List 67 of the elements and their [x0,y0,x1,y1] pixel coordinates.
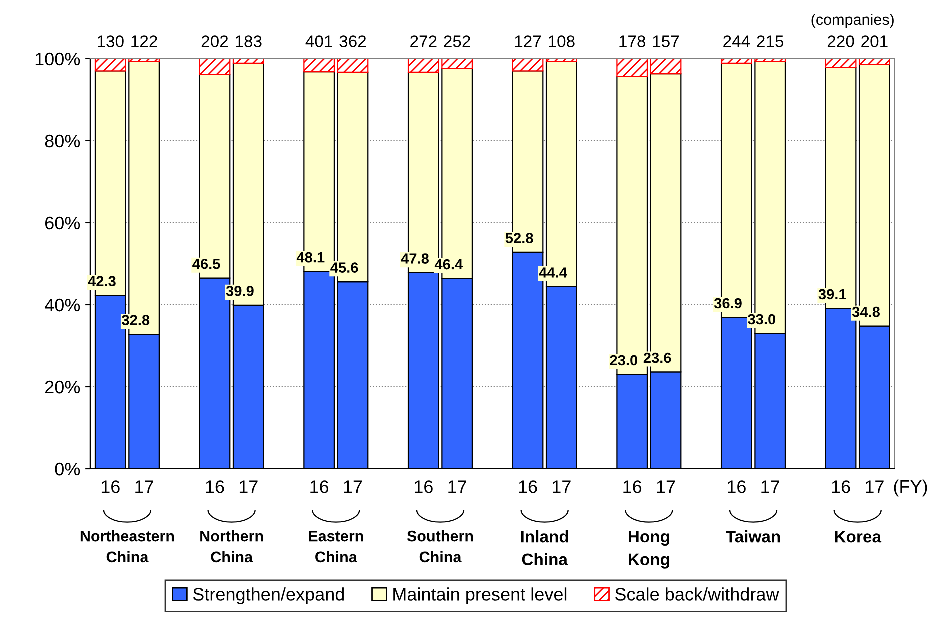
data-label: 52.8 [506,233,534,244]
x-tick-label: 17 [866,480,884,494]
text: Northeastern China [80,530,174,563]
text: 362 [340,36,366,48]
x-tick-label: 16 [728,480,746,494]
text: Korea [835,531,882,543]
legend-label: Scale back/withdraw [616,588,780,601]
data-label: 36.9 [714,298,742,309]
text: 201 [862,36,888,48]
data-label: 33.0 [748,314,776,325]
text: Taiwan [726,530,780,543]
data-label: 34.8 [852,306,880,318]
x-tick-label: 16 [310,480,329,494]
text: 122 [132,36,158,48]
text: 183 [236,36,262,48]
y-tick-label: 40% [44,298,80,312]
legend-label: Strengthen/expand [193,588,344,604]
x-tick-label: 16 [206,480,224,494]
text: Southern China [407,530,474,563]
text: 252 [444,36,470,48]
data-label: 23.6 [644,352,672,364]
text: 127 [515,36,542,48]
x-tick-label: 17 [448,480,466,494]
text: (FY) [894,480,928,497]
x-tick-label: 17 [136,480,154,494]
data-label: 46.4 [434,259,464,270]
data-label: 47.8 [401,254,429,264]
data-label: 32.8 [122,315,150,326]
x-tick-label: 16 [519,480,538,494]
text: 272 [410,36,437,48]
text: 130 [98,36,124,48]
x-tick-label: 17 [552,480,571,494]
text: 244 [724,36,750,48]
y-tick-label: 20% [45,380,80,394]
data-label: 46.5 [192,258,220,270]
data-label: 45.6 [330,262,358,273]
data-label: 42.3 [88,276,116,287]
y-tick-label: 0% [55,462,80,476]
x-tick-label: 17 [240,480,258,494]
legend-label: Maintain present level [394,588,567,604]
data-label: 44.4 [539,268,568,278]
x-tick-label: 16 [832,480,850,494]
text: 108 [549,36,575,48]
data-label: 39.1 [818,289,846,300]
text: Northern China [200,530,264,563]
text: 220 [828,36,854,48]
x-tick-label: 17 [762,480,780,494]
text: 157 [653,36,680,48]
text: (companies) [812,14,894,28]
x-tick-label: 16 [414,480,433,494]
y-tick-label: 60% [46,216,80,230]
x-tick-label: 17 [657,480,676,494]
text: Hong Kong [629,531,670,569]
text: 401 [306,36,332,48]
x-tick-label: 16 [102,480,120,494]
text: 202 [202,36,228,48]
data-label: 48.1 [296,252,325,263]
data-label: 39.9 [226,286,254,296]
text: Eastern China [309,531,364,563]
x-tick-label: 16 [624,480,642,494]
data-label: 23.0 [610,355,638,366]
x-tick-label: 17 [344,480,362,494]
text: 178 [620,36,646,48]
text: Inland China [521,530,568,566]
y-tick-label: 100% [36,52,80,66]
y-tick-label: 80% [45,134,80,148]
text: 215 [757,36,784,48]
